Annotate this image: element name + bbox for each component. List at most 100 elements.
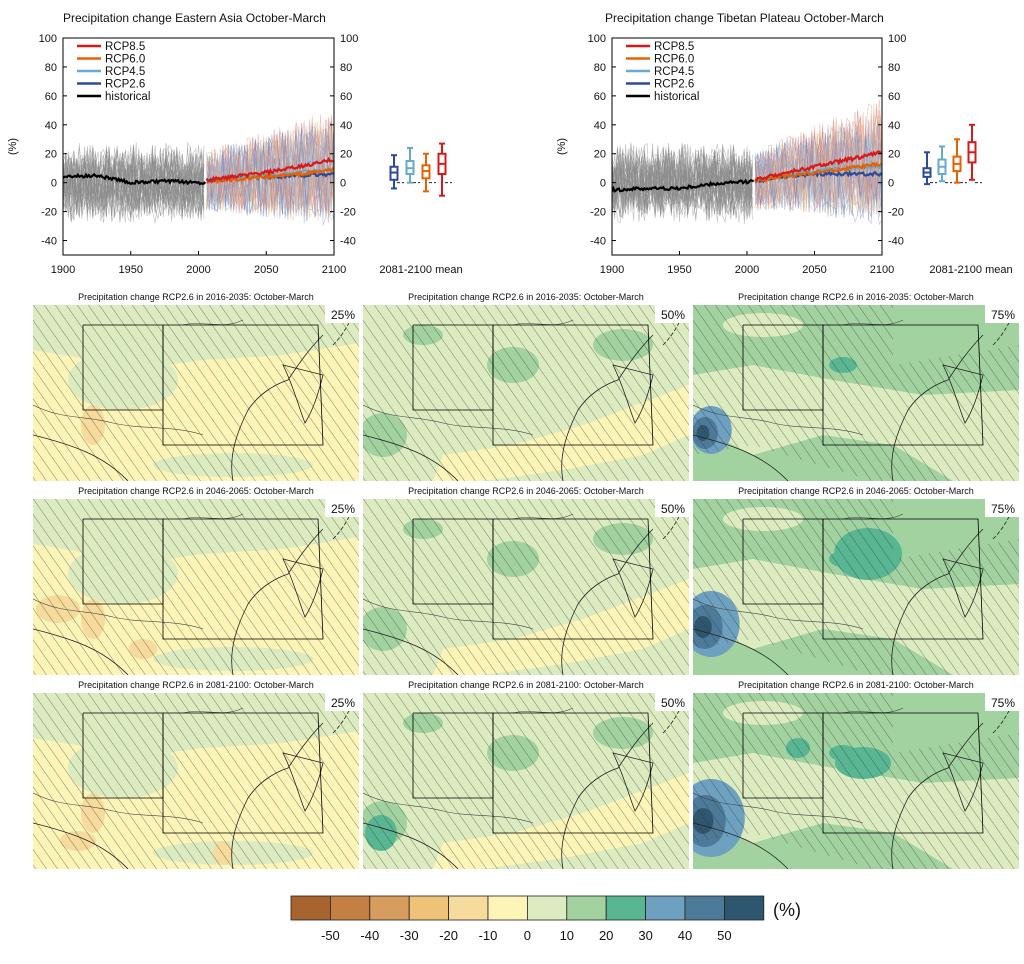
legend-label: historical: [654, 91, 699, 103]
mean-line-rcp8.5: [754, 150, 882, 182]
ts-title-tibetan-plateau: Precipitation change Tibetan Plateau Oct…: [605, 11, 884, 25]
colorbar-tick-label: 10: [560, 928, 574, 943]
y-tick-label: -20: [888, 207, 904, 219]
y-tick-label: 40: [45, 120, 57, 132]
y-tick-label: 20: [594, 149, 606, 161]
coastline: [891, 334, 984, 481]
y-axis-label: (%): [556, 138, 568, 155]
colorbar-tick-label: 30: [638, 928, 652, 943]
map-panel: 25%: [33, 693, 359, 869]
map-title: Precipitation change RCP2.6 in 2016-2035…: [78, 292, 314, 302]
x-tick-label: 2000: [735, 264, 759, 276]
x-tick-label: 2100: [322, 264, 346, 276]
border: [33, 792, 204, 824]
y-tick-label: 20: [45, 149, 57, 161]
percentile-label: 50%: [661, 308, 685, 322]
colorbar-swatch: [684, 895, 725, 921]
scenario-ensemble-line: [754, 135, 882, 212]
plot-area: [612, 99, 882, 228]
border: [182, 319, 244, 326]
coastline: [363, 628, 459, 675]
significance-hatching: [363, 499, 689, 675]
scenario-ensemble-line: [206, 127, 334, 213]
colorbar: -50 -40 -30 -20 -10 0 10 20 30 40 50 (%): [290, 895, 801, 943]
percentile-label-group: 50%: [655, 499, 689, 517]
historical-ensemble-line: [63, 144, 205, 221]
percentile-label-group: 75%: [985, 305, 1019, 323]
colorbar-swatch: [566, 895, 607, 921]
y-tick-label: 80: [45, 62, 57, 74]
colorbar-swatch: [605, 895, 647, 921]
border: [182, 707, 244, 714]
legend-label: RCP6.0: [105, 54, 145, 66]
y-tick-label: 100: [39, 33, 57, 45]
percentile-label-bg: [325, 499, 359, 517]
percentile-label-bg: [325, 693, 359, 711]
border: [842, 513, 904, 520]
percentile-label-bg: [655, 693, 689, 711]
y-tick-label: 100: [588, 33, 606, 45]
border: [842, 707, 904, 714]
legend-label: historical: [105, 91, 150, 103]
percentile-label-bg: [985, 693, 1019, 711]
significance-hatching: [363, 693, 689, 869]
coastline: [363, 434, 459, 481]
percentile-label: 25%: [331, 502, 355, 516]
significance-hatching: [693, 499, 1019, 675]
y-tick-label: 40: [594, 120, 606, 132]
significance-hatching: [693, 305, 1019, 481]
colorbar-swatch: [645, 895, 686, 921]
y-tick-label: 0: [51, 178, 57, 190]
y-tick-label: -40: [590, 236, 606, 248]
colorbar-tick-label: -50: [321, 928, 340, 943]
mean-line-historical: [63, 172, 207, 186]
map-title: Precipitation change RCP2.6 in 2046-2065…: [408, 486, 644, 496]
border: [842, 319, 904, 326]
colorbar-swatch: [330, 895, 371, 921]
historical-ensemble-line: [612, 145, 753, 221]
percentile-label: 75%: [991, 502, 1015, 516]
border: [693, 598, 864, 630]
x-tick-label: 1950: [667, 264, 691, 276]
y-tick-label: -20: [41, 207, 57, 219]
map-title: Precipitation change RCP2.6 in 2081-2100…: [78, 680, 314, 690]
percentile-label-group: 25%: [325, 499, 359, 517]
historical-ensemble-line: [612, 149, 753, 220]
x-tick-label: 2050: [802, 264, 826, 276]
legend-label: RCP6.0: [654, 54, 694, 66]
y-axis-label: (%): [7, 138, 19, 155]
percentile-label-bg: [655, 499, 689, 517]
region-box-east-asia: [162, 518, 324, 640]
border: [182, 513, 244, 520]
region-box-east-asia: [822, 712, 984, 834]
coastline: [561, 528, 654, 675]
coastline: [33, 628, 129, 675]
colorbar-swatch: [448, 895, 489, 921]
percentile-label-group: 25%: [325, 305, 359, 323]
colorbar-tick-label: -30: [400, 928, 419, 943]
y-tick-label: 80: [594, 62, 606, 74]
percentile-label-group: 50%: [655, 693, 689, 711]
y-tick-label: 20: [888, 149, 900, 161]
map-title: Precipitation change RCP2.6 in 2081-2100…: [738, 680, 974, 690]
scenario-ensemble-line: [206, 121, 334, 224]
colorbar-swatch: [723, 895, 765, 921]
border: [693, 404, 864, 436]
legend-label: RCP8.5: [105, 41, 145, 53]
y-tick-label: 80: [340, 62, 352, 74]
significance-hatching: [33, 693, 359, 869]
y-tick-label: -20: [340, 207, 356, 219]
coastline: [33, 822, 129, 869]
border: [33, 404, 204, 436]
colorbar-tick-label: -40: [360, 928, 379, 943]
scenario-ensemble-line: [206, 126, 334, 217]
legend-label: RCP4.5: [105, 66, 145, 78]
mean-line-rcp8.5: [205, 156, 334, 183]
legend-label: RCP2.6: [654, 79, 694, 91]
historical-ensemble-line: [63, 146, 205, 223]
percentile-label-group: 25%: [325, 693, 359, 711]
percentile-label: 25%: [331, 308, 355, 322]
colorbar-swatch: [290, 895, 331, 921]
percentile-label-bg: [985, 305, 1019, 323]
scenario-ensemble-line: [754, 130, 882, 217]
